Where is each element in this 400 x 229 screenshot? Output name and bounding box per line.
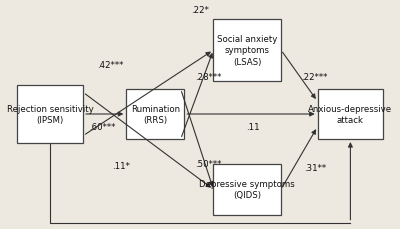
Text: Social anxiety
symptoms
(LSAS): Social anxiety symptoms (LSAS) (217, 35, 278, 66)
Text: .31**: .31** (304, 164, 326, 172)
Text: Rejection sensitivity
(IPSM): Rejection sensitivity (IPSM) (7, 104, 94, 125)
Text: .28***: .28*** (195, 72, 221, 82)
Text: .60***: .60*** (90, 123, 116, 131)
Text: Rumination
(RRS): Rumination (RRS) (131, 104, 180, 125)
FancyBboxPatch shape (318, 90, 383, 139)
Text: Depressive symptoms
(QIDS): Depressive symptoms (QIDS) (199, 180, 295, 200)
Text: Anxious-depressive
attack: Anxious-depressive attack (308, 104, 392, 125)
FancyBboxPatch shape (214, 165, 281, 215)
Text: .11*: .11* (113, 161, 130, 170)
Text: .11: .11 (246, 123, 260, 131)
Text: .42***: .42*** (97, 61, 124, 70)
FancyBboxPatch shape (214, 20, 281, 82)
FancyBboxPatch shape (18, 86, 83, 143)
FancyBboxPatch shape (126, 90, 184, 139)
Text: .22*: .22* (191, 6, 209, 15)
Text: .22***: .22*** (302, 72, 328, 82)
Text: .50***: .50*** (195, 159, 221, 168)
